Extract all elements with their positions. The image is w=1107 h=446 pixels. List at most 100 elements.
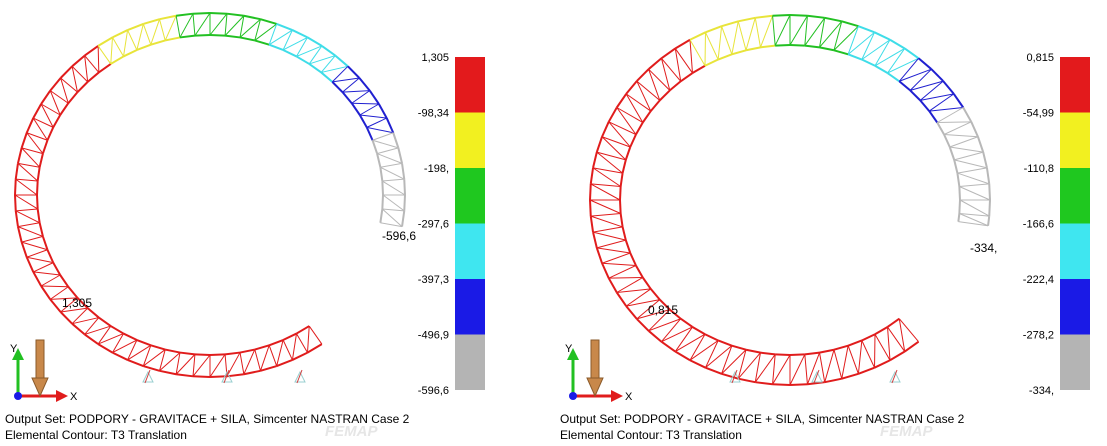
truss-member: [18, 223, 40, 227]
support: [812, 372, 822, 382]
truss-member: [637, 319, 649, 331]
truss-member: [651, 100, 660, 111]
truss-member: [16, 179, 38, 181]
truss-member: [380, 167, 382, 181]
truss-member: [111, 56, 124, 63]
truss-member: [834, 346, 848, 350]
truss-member: [755, 18, 760, 48]
legend-swatch: [1060, 335, 1090, 391]
truss-member: [959, 200, 960, 214]
truss-member: [842, 21, 859, 26]
truss-member: [637, 69, 649, 81]
truss-member: [41, 275, 60, 286]
truss-member: [160, 371, 177, 374]
panel: 1,305-596,6YXFEMAPOutput Set: PODPORY - …: [5, 13, 485, 442]
truss-member: [260, 345, 269, 370]
truss-member: [380, 163, 402, 167]
truss-member: [227, 14, 244, 16]
truss-member: [367, 127, 373, 140]
truss-member: [60, 103, 68, 115]
truss-member: [636, 123, 643, 135]
truss-member: [335, 56, 348, 67]
truss-member: [590, 184, 591, 200]
legend-label: -54,99: [1023, 108, 1054, 120]
truss-member: [22, 242, 27, 257]
truss-member: [359, 78, 369, 91]
truss-member: [746, 350, 760, 353]
axis-x-head: [56, 390, 68, 402]
truss-member: [790, 15, 807, 16]
axis-x-label: X: [625, 391, 633, 403]
truss-member: [321, 72, 332, 81]
truss-member: [675, 352, 690, 361]
truss-member: [597, 248, 630, 253]
truss-member: [954, 152, 983, 160]
truss-member: [954, 160, 987, 168]
truss-member: [255, 350, 261, 371]
truss-member: [244, 16, 261, 19]
truss-member: [60, 275, 68, 287]
truss-member: [957, 173, 989, 184]
truss-member: [919, 58, 932, 69]
truss-member: [151, 345, 165, 349]
legend-label: -166,6: [1023, 219, 1054, 231]
truss-member: [98, 37, 112, 46]
panel: 0,815-334,YXFEMAPOutput Set: PODPORY - G…: [560, 15, 1090, 442]
truss-member: [308, 37, 322, 46]
max-label: 0,815: [648, 303, 678, 317]
truss-member: [820, 350, 834, 353]
truss-member: [210, 35, 225, 36]
truss-member: [151, 19, 160, 44]
truss-member: [352, 103, 379, 104]
truss-member: [858, 368, 874, 374]
truss-member: [621, 214, 623, 227]
truss-member: [373, 140, 378, 153]
truss-member: [277, 24, 293, 30]
truss-member: [143, 24, 151, 45]
axis-x-head: [611, 390, 623, 402]
truss-member: [623, 160, 626, 173]
truss-member: [746, 47, 760, 50]
truss-member: [738, 18, 755, 21]
legend-swatch: [1060, 57, 1090, 113]
truss-member: [807, 16, 824, 18]
truss-member: [899, 81, 910, 90]
truss-member: [193, 14, 195, 36]
legend-label: -334,: [1029, 385, 1054, 397]
truss-member: [888, 327, 905, 352]
truss-member: [308, 326, 310, 353]
truss-member: [210, 14, 227, 35]
truss-member: [630, 134, 636, 146]
truss-member: [661, 342, 675, 352]
truss-member: [98, 46, 99, 73]
truss-member: [602, 263, 609, 278]
truss-member: [722, 21, 739, 26]
truss-member: [210, 354, 225, 355]
legend-swatch: [455, 335, 485, 391]
legend-label: 1,305: [421, 52, 449, 64]
truss-member: [193, 13, 210, 14]
truss-member: [27, 257, 53, 262]
truss-member: [593, 232, 597, 248]
truss-member: [165, 37, 180, 40]
truss-member: [681, 319, 693, 327]
truss-member: [113, 353, 128, 360]
truss-member: [40, 223, 43, 237]
truss-member: [875, 32, 890, 39]
truss-member: [382, 179, 404, 181]
truss-member: [244, 371, 261, 374]
truss-member: [43, 236, 48, 249]
truss-member: [732, 21, 738, 54]
truss-member: [260, 366, 276, 371]
truss-member: [959, 186, 990, 200]
truss-member: [382, 209, 404, 211]
truss-member: [210, 13, 227, 14]
truss-member: [692, 66, 705, 73]
truss-member: [825, 350, 834, 382]
truss-member: [626, 306, 637, 319]
truss-member: [99, 64, 111, 72]
truss-member: [602, 253, 630, 263]
truss-member: [137, 340, 151, 345]
truss-member: [890, 40, 905, 49]
truss-member: [943, 81, 954, 94]
